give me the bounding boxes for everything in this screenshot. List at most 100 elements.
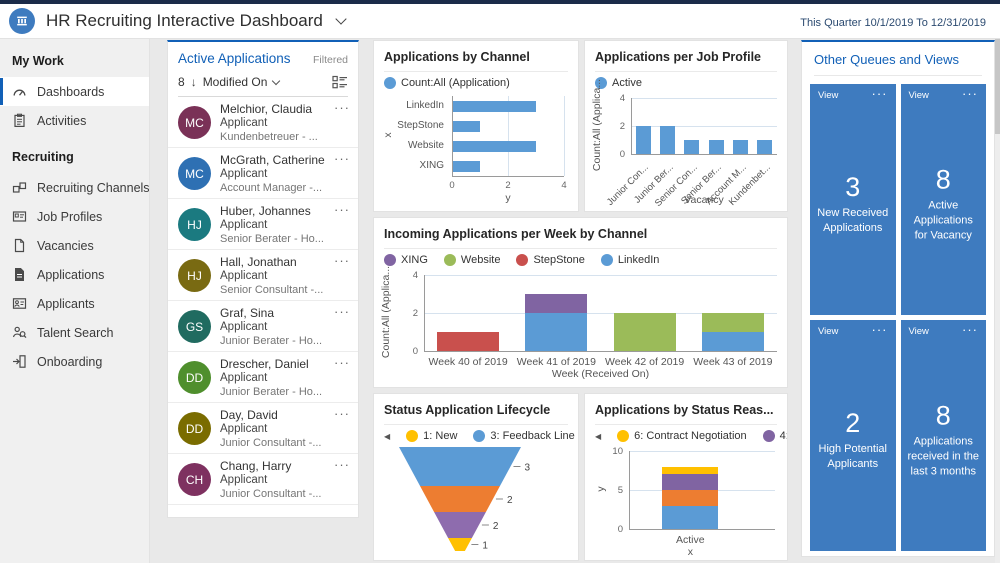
tile-view-link[interactable]: View xyxy=(818,90,839,101)
gridline xyxy=(424,351,777,352)
bar-segment-seg-active[interactable] xyxy=(662,505,719,529)
queue-tile-new-received-applications[interactable]: View ··· 3 New Received Applications xyxy=(810,84,896,315)
card-view-settings-icon[interactable] xyxy=(332,75,348,90)
tile-view-link[interactable]: View xyxy=(818,326,839,337)
tile-view-link[interactable]: View xyxy=(908,326,929,337)
app-logo-icon[interactable] xyxy=(9,8,35,34)
applications-list: MC Melchior, Claudia Applicant Kundenbetreu… xyxy=(168,97,358,505)
item-menu-icon[interactable]: ··· xyxy=(334,406,350,421)
funnel-stage[interactable] xyxy=(434,512,486,538)
sidebar-item-vacancies[interactable]: Vacancies xyxy=(0,231,149,260)
item-menu-icon[interactable]: ··· xyxy=(334,253,350,268)
sidebar-item-job-profiles[interactable]: Job Profiles xyxy=(0,202,149,231)
bar-segment-value-senior-con[interactable] xyxy=(684,140,700,154)
y-tick-label: 4 xyxy=(412,270,418,281)
item-menu-icon[interactable]: ··· xyxy=(334,457,350,472)
tile-view-link[interactable]: View xyxy=(908,90,929,101)
record-type: Applicant xyxy=(220,474,268,486)
sidebar-item-activities[interactable]: Activities xyxy=(0,106,149,135)
avatar: DD xyxy=(178,361,211,394)
avatar: HJ xyxy=(178,208,211,241)
sidebar-item-applications[interactable]: Applications xyxy=(0,260,149,289)
legend-scroll-left-icon[interactable]: ◀ xyxy=(384,431,391,441)
sidebar-item-talent-search[interactable]: Talent Search xyxy=(0,318,149,347)
sidebar-item-label: Onboarding xyxy=(37,354,103,369)
bar-segment-value-junior-ber[interactable] xyxy=(660,126,675,154)
bar-segment-value-kundenbet[interactable] xyxy=(757,140,773,154)
dashboard-selector-chevron-icon[interactable] xyxy=(335,13,347,25)
y-tick-label: 0 xyxy=(617,524,623,535)
application-list-item[interactable]: HJ Huber, Johannes Applicant Senior Berater… xyxy=(168,199,358,250)
sort-field-chevron-icon[interactable] xyxy=(272,76,281,85)
application-list-item[interactable]: GS Graf, Sina Applicant Junior Berater - Ho… xyxy=(168,301,358,352)
bar-segment-4-active[interactable] xyxy=(662,474,719,490)
bar-segment-linkedin-week-41-of-2019[interactable] xyxy=(525,313,588,351)
queue-tile-high-potential-applicants[interactable]: View ··· 2 High Potential Applicants xyxy=(810,320,896,551)
gridline xyxy=(631,98,632,154)
tile-label: Applications received in the last 3 mont… xyxy=(907,435,980,478)
bar-segment-website-week-43-of-2019[interactable] xyxy=(701,313,764,332)
y-axis-label: x xyxy=(382,132,394,138)
bar-segment-website-week-42-of-2019[interactable] xyxy=(613,313,676,351)
tile-menu-icon[interactable]: ··· xyxy=(871,322,888,337)
scrollbar-thumb[interactable] xyxy=(995,39,1000,134)
item-menu-icon[interactable]: ··· xyxy=(334,151,350,166)
application-list-item[interactable]: HJ Hall, Jonathan Applicant Senior Consulta… xyxy=(168,250,358,301)
bar-linkedin[interactable] xyxy=(453,100,536,112)
application-list-item[interactable]: DD Drescher, Daniel Applicant Junior Berate… xyxy=(168,352,358,403)
sidebar-item-label: Activities xyxy=(37,113,87,128)
sidebar-item-label: Applicants xyxy=(37,296,95,311)
bar-segment-xing-week-41-of-2019[interactable] xyxy=(525,294,588,313)
item-menu-icon[interactable]: ··· xyxy=(334,355,350,370)
record-type: Applicant xyxy=(220,321,268,333)
page-scrollbar[interactable] xyxy=(995,39,1000,563)
tiles-panel-title: Other Queues and Views xyxy=(814,52,960,67)
sidebar-item-onboarding[interactable]: Onboarding xyxy=(0,347,149,376)
application-list-item[interactable]: MC Melchior, Claudia Applicant Kundenbetreu… xyxy=(168,97,358,148)
page-title: HR Recruiting Interactive Dashboard xyxy=(46,11,323,30)
bar-website[interactable] xyxy=(453,140,536,152)
gridline xyxy=(629,451,630,529)
application-list-item[interactable]: DD Day, David Applicant Junior Consultant -… xyxy=(168,403,358,454)
bar-segment-value-junior-con[interactable] xyxy=(635,126,651,154)
bar-segment-stepstone-week-40-of-2019[interactable] xyxy=(437,332,500,351)
funnel-stage[interactable] xyxy=(399,447,521,486)
y-tick-label: 4 xyxy=(619,93,625,104)
tile-menu-icon[interactable]: ··· xyxy=(962,322,978,337)
activities-icon xyxy=(12,113,28,128)
legend-scroll-left-icon[interactable]: ◀ xyxy=(595,431,602,441)
bar-segment-value-senior-ber[interactable] xyxy=(708,140,724,154)
queue-tile-applications-received-in-the-last-3-months[interactable]: View ··· 8 Applications received in the las… xyxy=(900,320,986,551)
tile-label: New Received Applications xyxy=(817,207,889,235)
sidebar-item-dashboards[interactable]: Dashboards xyxy=(0,77,149,106)
bar-xing[interactable] xyxy=(453,160,480,172)
funnel-stage[interactable] xyxy=(448,538,472,551)
application-list-item[interactable]: CH Chang, Harry Applicant Junior Consultant… xyxy=(168,454,358,505)
sidebar-item-applicants[interactable]: Applicants xyxy=(0,289,149,318)
tile-menu-icon[interactable]: ··· xyxy=(962,86,978,101)
date-range-filter[interactable]: This Quarter 10/1/2019 To 12/31/2019 xyxy=(800,17,986,29)
sort-field[interactable]: Modified On xyxy=(202,75,268,89)
applicant-name: Hall, Jonathan xyxy=(220,255,297,269)
bar-segment-value-account-m[interactable] xyxy=(733,140,748,154)
item-menu-icon[interactable]: ··· xyxy=(334,304,350,319)
legend-item: Active xyxy=(595,77,642,89)
sidebar-item-recruiting-channels[interactable]: Recruiting Channels xyxy=(0,173,150,202)
sort-descending-icon[interactable]: ↓ xyxy=(190,75,197,89)
legend-dot xyxy=(516,254,529,266)
item-menu-icon[interactable]: ··· xyxy=(334,202,350,217)
queue-tile-active-applications-for-vacancy[interactable]: View ··· 8 Active Applications for Vacancy xyxy=(900,84,986,315)
bar-segment-linkedin-week-43-of-2019[interactable] xyxy=(701,332,764,351)
item-menu-icon[interactable]: ··· xyxy=(334,100,350,115)
vacancies-icon xyxy=(12,238,28,253)
sidebar-item-label: Recruiting Channels xyxy=(37,180,150,195)
legend-item: LinkedIn xyxy=(600,254,659,266)
bar-stepstone[interactable] xyxy=(453,120,480,132)
application-list-item[interactable]: MC McGrath, Catherine Applicant Account Man… xyxy=(168,148,358,199)
bar-segment-6-contract-negotiation-active[interactable] xyxy=(662,466,719,475)
funnel-stage[interactable] xyxy=(420,486,500,512)
bar-segment-seg-active[interactable] xyxy=(662,490,719,506)
tile-menu-icon[interactable]: ··· xyxy=(871,86,888,101)
y-axis-label: y xyxy=(595,486,607,492)
